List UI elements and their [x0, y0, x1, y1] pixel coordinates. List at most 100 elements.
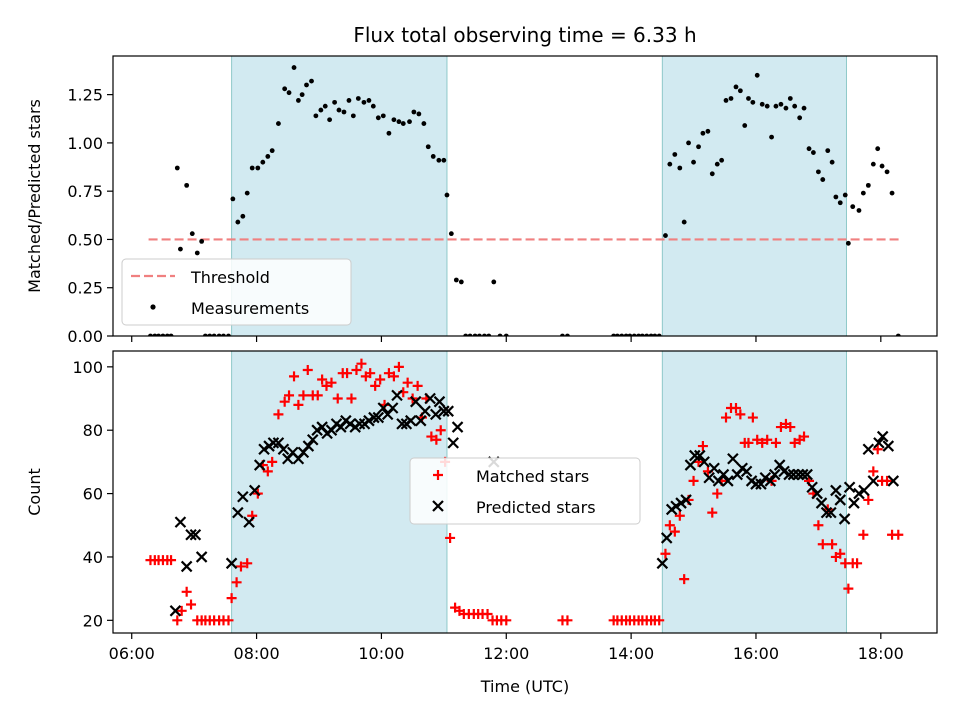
- predicted-stars-point: [862, 443, 875, 456]
- measurement-point: [355, 96, 361, 101]
- measurement-point: [801, 105, 807, 111]
- measurement-point: [787, 96, 793, 101]
- measurement-point: [837, 200, 843, 206]
- measurement-point: [260, 159, 266, 165]
- measurement-point: [235, 219, 241, 225]
- measurement-point: [458, 279, 464, 285]
- bottom-y-tick-label: 60: [83, 485, 103, 504]
- matched-stars-point: [501, 615, 512, 626]
- measurement-point: [341, 109, 347, 115]
- predicted-stars-point: [189, 528, 202, 541]
- matched-stars-point: [664, 520, 675, 531]
- matched-stars-point: [707, 507, 718, 518]
- matched-stars-point: [267, 456, 278, 467]
- measurement-point: [444, 192, 450, 198]
- measurement-point: [194, 250, 200, 256]
- measurements-legend-marker: [150, 304, 156, 310]
- predicted-stars-point: [876, 430, 889, 443]
- top-y-tick-label: 0.00: [67, 327, 103, 346]
- measurement-point: [842, 192, 848, 198]
- measurement-point: [304, 82, 309, 88]
- matched-stars-point: [365, 368, 376, 379]
- measurement-point: [728, 96, 734, 101]
- predicted-stars-point: [429, 408, 442, 421]
- measurement-point: [184, 182, 190, 188]
- predicted-stars-point: [727, 452, 739, 465]
- measurement-point: [380, 113, 386, 119]
- bottom-y-tick-label: 40: [83, 548, 103, 567]
- matched-stars-point: [482, 608, 493, 619]
- x-tick-label: 08:00: [234, 644, 280, 663]
- measurement-point: [318, 107, 324, 113]
- measurement-point: [696, 144, 701, 150]
- predicted-stars-point: [792, 468, 805, 481]
- matched-stars-point: [799, 431, 810, 442]
- measurement-point: [411, 109, 417, 115]
- matched-stars-point: [674, 510, 685, 521]
- measurement-point: [332, 99, 338, 105]
- predicted-stars-point: [811, 487, 823, 500]
- predicted-stars-point: [174, 516, 187, 528]
- top-shaded-interval-2: [661, 55, 847, 337]
- predicted-stars-point: [801, 468, 813, 481]
- matched-stars-point: [402, 377, 413, 388]
- predicted-stars-point: [708, 462, 720, 475]
- predicted-stars-point: [451, 421, 464, 433]
- predicted-stars-point: [680, 494, 692, 506]
- matched-stars-point: [435, 425, 446, 436]
- measurement-point: [889, 190, 895, 196]
- measurements-legend-label: Measurements: [191, 299, 309, 318]
- measurement-point: [189, 231, 195, 237]
- matched-stars-point: [356, 358, 367, 369]
- measurement-point: [700, 130, 706, 136]
- measurement-point: [737, 88, 743, 94]
- measurement-point: [691, 159, 696, 165]
- predicted-stars-point: [253, 459, 266, 471]
- matched-stars-point: [346, 393, 357, 404]
- measurement-point: [396, 119, 402, 125]
- measurement-point: [875, 146, 881, 152]
- measurement-point: [829, 159, 835, 165]
- measurement-point: [322, 103, 328, 109]
- measurement-point: [860, 190, 866, 196]
- top-y-tick-label: 0.25: [67, 279, 103, 298]
- predicted-stars-point: [372, 411, 385, 424]
- measurement-point: [783, 105, 789, 111]
- measurement-point: [286, 90, 292, 96]
- measurement-point: [733, 84, 739, 90]
- bottom-plot-area: [145, 358, 904, 626]
- matched-stars-point: [688, 475, 699, 486]
- matched-stars-point: [770, 437, 781, 448]
- predicted-stars-point: [656, 557, 669, 570]
- top-y-tick-label: 1.00: [67, 134, 103, 153]
- predicted-stars-point: [797, 468, 809, 481]
- measurement-point: [754, 72, 760, 78]
- matched-stars-point: [298, 390, 309, 401]
- measurement-point: [346, 98, 352, 103]
- measurement-point: [230, 196, 236, 202]
- predicted-stars-point: [195, 551, 208, 563]
- matched-stars-point: [279, 396, 290, 407]
- predicted-stars-point: [433, 395, 446, 408]
- matched-stars-point: [412, 380, 423, 391]
- matched-stars-point: [654, 615, 665, 626]
- measurement-point: [199, 238, 205, 244]
- matched-stars-point: [166, 555, 177, 566]
- matched-stars-point: [431, 434, 442, 445]
- matched-stars-point: [375, 374, 386, 385]
- predicted-stars-point: [887, 475, 900, 487]
- matched-stars-point: [762, 434, 773, 445]
- x-tick-label: 18:00: [858, 644, 904, 663]
- measurement-point: [705, 128, 711, 134]
- matched-stars-point: [813, 520, 824, 531]
- matched-stars-point: [735, 409, 746, 420]
- measurement-point: [750, 99, 756, 105]
- measurement-point: [350, 113, 356, 119]
- matched-stars-point: [302, 365, 313, 376]
- measurement-point: [291, 65, 297, 70]
- measurement-point: [769, 134, 774, 140]
- measurement-point: [407, 119, 412, 125]
- matched-stars-point: [342, 368, 353, 379]
- matched-stars-point: [827, 539, 838, 550]
- matched-stars-point: [332, 393, 343, 404]
